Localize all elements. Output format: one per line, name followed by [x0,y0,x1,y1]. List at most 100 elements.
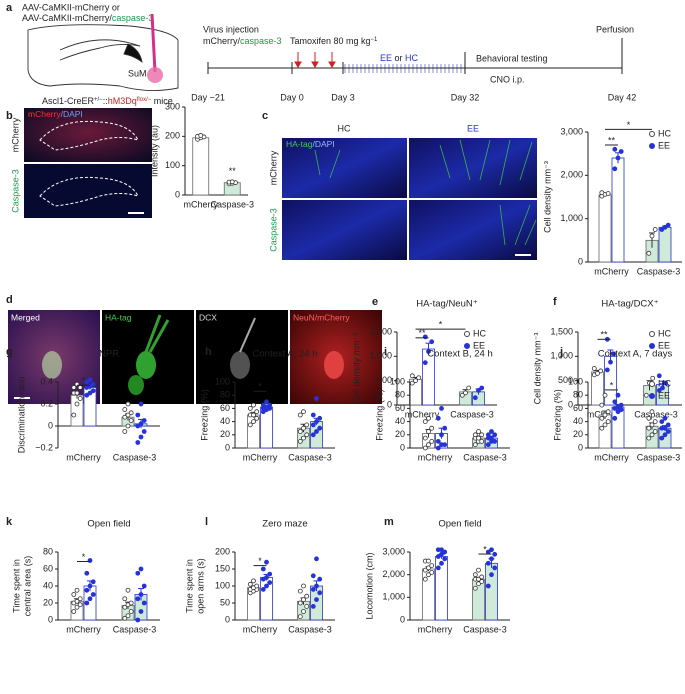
data-point [138,434,144,440]
data-point [429,425,435,431]
panel-letter: f [553,296,557,308]
mouse-line: Ascl1-CreER+/−::hM3Dqflox/− mice [42,96,173,106]
y-axis-label: Cell density mm⁻³ [542,161,552,233]
y-axis-label: Discrimination ratio [16,377,26,454]
data-point [442,549,448,555]
legend-label: HC [658,378,671,388]
x-tick-label: Caspase-3 [463,452,507,462]
bar [598,194,612,263]
y-tick-label: 0 [400,614,405,624]
timeline-label: CNO i.p. [490,74,525,84]
y-tick-label: 100 [165,160,180,170]
timeline-part: or [392,53,405,63]
data-point [264,583,269,589]
data-point [135,412,141,418]
x-tick-label: Caspase-3 [450,409,494,419]
y-tick-label: 1,500 [550,326,573,336]
significance: ** [418,328,426,338]
timeline-part: −1 [371,37,379,43]
channel-label: DCX [199,312,217,322]
y-tick-label: 40 [43,580,53,590]
row-label: mCherry [268,150,278,185]
data-point [74,604,80,610]
x-tick-label: mCherry [418,624,453,634]
legend-marker [649,381,655,387]
data-point [135,423,141,429]
data-point [476,567,481,573]
data-point [463,390,468,396]
data-point [84,379,90,385]
panel-letter: e [372,296,378,308]
data-point [135,440,141,445]
y-axis-label: central area (s) [22,556,32,617]
y-tick-label: 500 [377,375,392,385]
panel-letter: l [205,516,208,528]
data-point [476,581,481,587]
y-axis-label: Intensity (au) [149,125,159,177]
data-point [297,438,303,444]
data-point [595,370,600,376]
data-point [90,381,96,387]
y-tick-label: 0 [568,399,573,409]
bar [611,157,625,263]
data-point [87,377,93,383]
timeline: Virus injection mCherry/caspase-3 Tamoxi… [191,24,636,102]
data-point [439,405,444,411]
data-point [472,395,478,401]
significance: * [610,380,614,390]
y-tick-label: 20 [573,429,583,439]
data-point [649,432,655,438]
data-point [267,580,273,585]
y-axis-label: Locomotion (cm) [364,552,374,619]
data-point [659,419,665,425]
panel-letter: c [262,110,268,122]
x-tick-label: mCherry [66,452,101,462]
data-point [141,600,147,606]
micrograph [409,200,537,260]
virus-part: caspase-3 [112,13,154,23]
channel-label: Merged [11,312,40,322]
channel-label: HA-tag [105,312,132,322]
data-point [439,551,444,557]
data-point [260,402,266,408]
panel-letter: a [6,2,13,14]
data-point [125,412,131,418]
y-tick-label: 40 [573,416,583,426]
x-tick-label: mCherry [66,624,101,634]
stain-part: /DAPI [312,139,334,149]
data-point [77,596,83,602]
data-point [472,585,478,591]
data-point [429,438,435,444]
legend-marker [649,131,655,137]
data-point [663,380,669,386]
row-label: mCherry [10,117,20,152]
data-point [646,425,652,431]
data-point [138,566,144,572]
data-point [615,155,621,161]
y-axis-label: Time spent in [184,559,194,613]
mouse-part: mice [151,96,173,106]
data-point [599,425,605,431]
y-tick-label: 60 [573,403,583,413]
y-tick-label: 0.2 [40,398,53,408]
data-point [476,576,481,582]
data-point [122,429,128,434]
bar [485,562,498,621]
significance: * [82,376,86,386]
data-point [649,409,655,415]
data-point [297,614,303,619]
data-point [439,547,444,553]
x-tick-label: Caspase-3 [288,452,332,462]
timeline-part: EE [380,53,392,63]
data-point [125,423,131,429]
y-tick-label: 60 [395,403,405,413]
y-tick-label: 1,500 [369,326,392,336]
y-tick-label: 2,000 [560,170,583,180]
y-tick-label: 3,000 [382,546,405,556]
x-tick-label: mCherry [594,266,629,276]
data-point [605,191,611,196]
data-point [84,570,90,576]
data-point [138,401,144,407]
significance: * [82,552,86,562]
